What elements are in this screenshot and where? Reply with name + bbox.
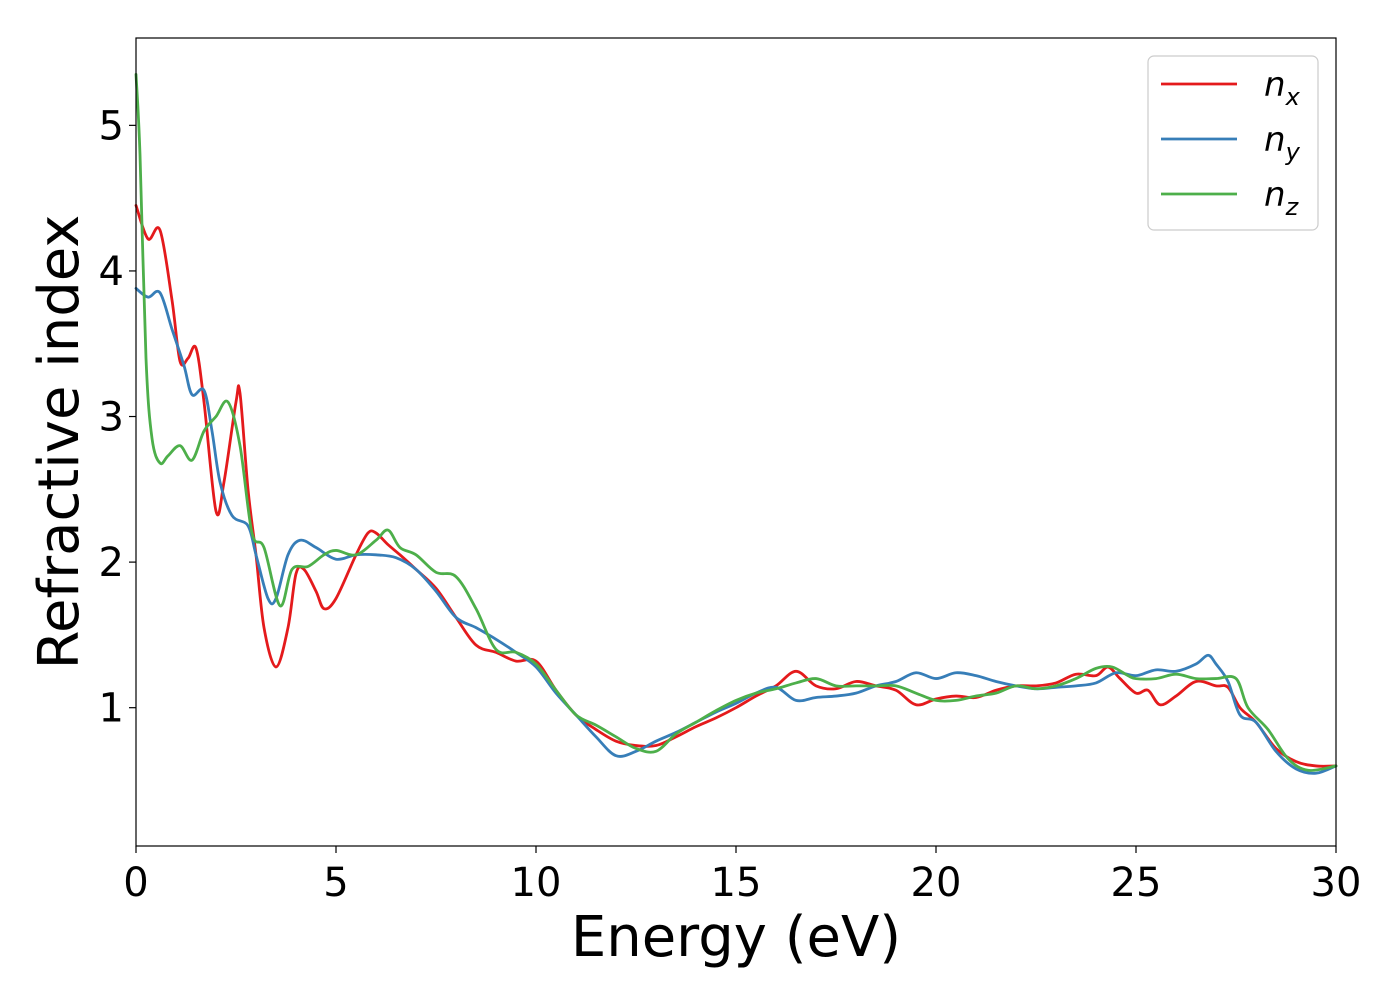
y-tick-label: 2	[99, 540, 124, 586]
x-tick-label: 30	[1311, 860, 1362, 906]
legend-label-ny: ny	[1264, 120, 1301, 166]
legend-label-nx: nx	[1264, 65, 1301, 111]
x-axis-title: Energy (eV)	[571, 905, 901, 970]
y-tick-label: 1	[99, 686, 124, 732]
legend: nx ny nz	[1147, 55, 1319, 231]
ticks-layer: 0 5 10 15 20 25 30 1 2 3 4 5	[99, 103, 1362, 906]
x-tick-label: 20	[911, 860, 962, 906]
x-tick-label: 5	[323, 860, 348, 906]
x-tick-label: 25	[1111, 860, 1162, 906]
y-tick-label: 5	[99, 103, 124, 149]
y-tick-label: 3	[99, 395, 124, 441]
series-line-nz	[134, 73, 1338, 772]
legend-label-nz: nz	[1264, 175, 1300, 221]
x-tick-label: 10	[511, 860, 562, 906]
x-tick-label: 15	[711, 860, 762, 906]
series-layer	[134, 73, 1338, 775]
x-tick-label: 0	[123, 860, 148, 906]
y-axis-title: Refractive index	[27, 215, 92, 670]
y-tick-label: 4	[99, 249, 124, 295]
legend-box	[1147, 55, 1319, 231]
